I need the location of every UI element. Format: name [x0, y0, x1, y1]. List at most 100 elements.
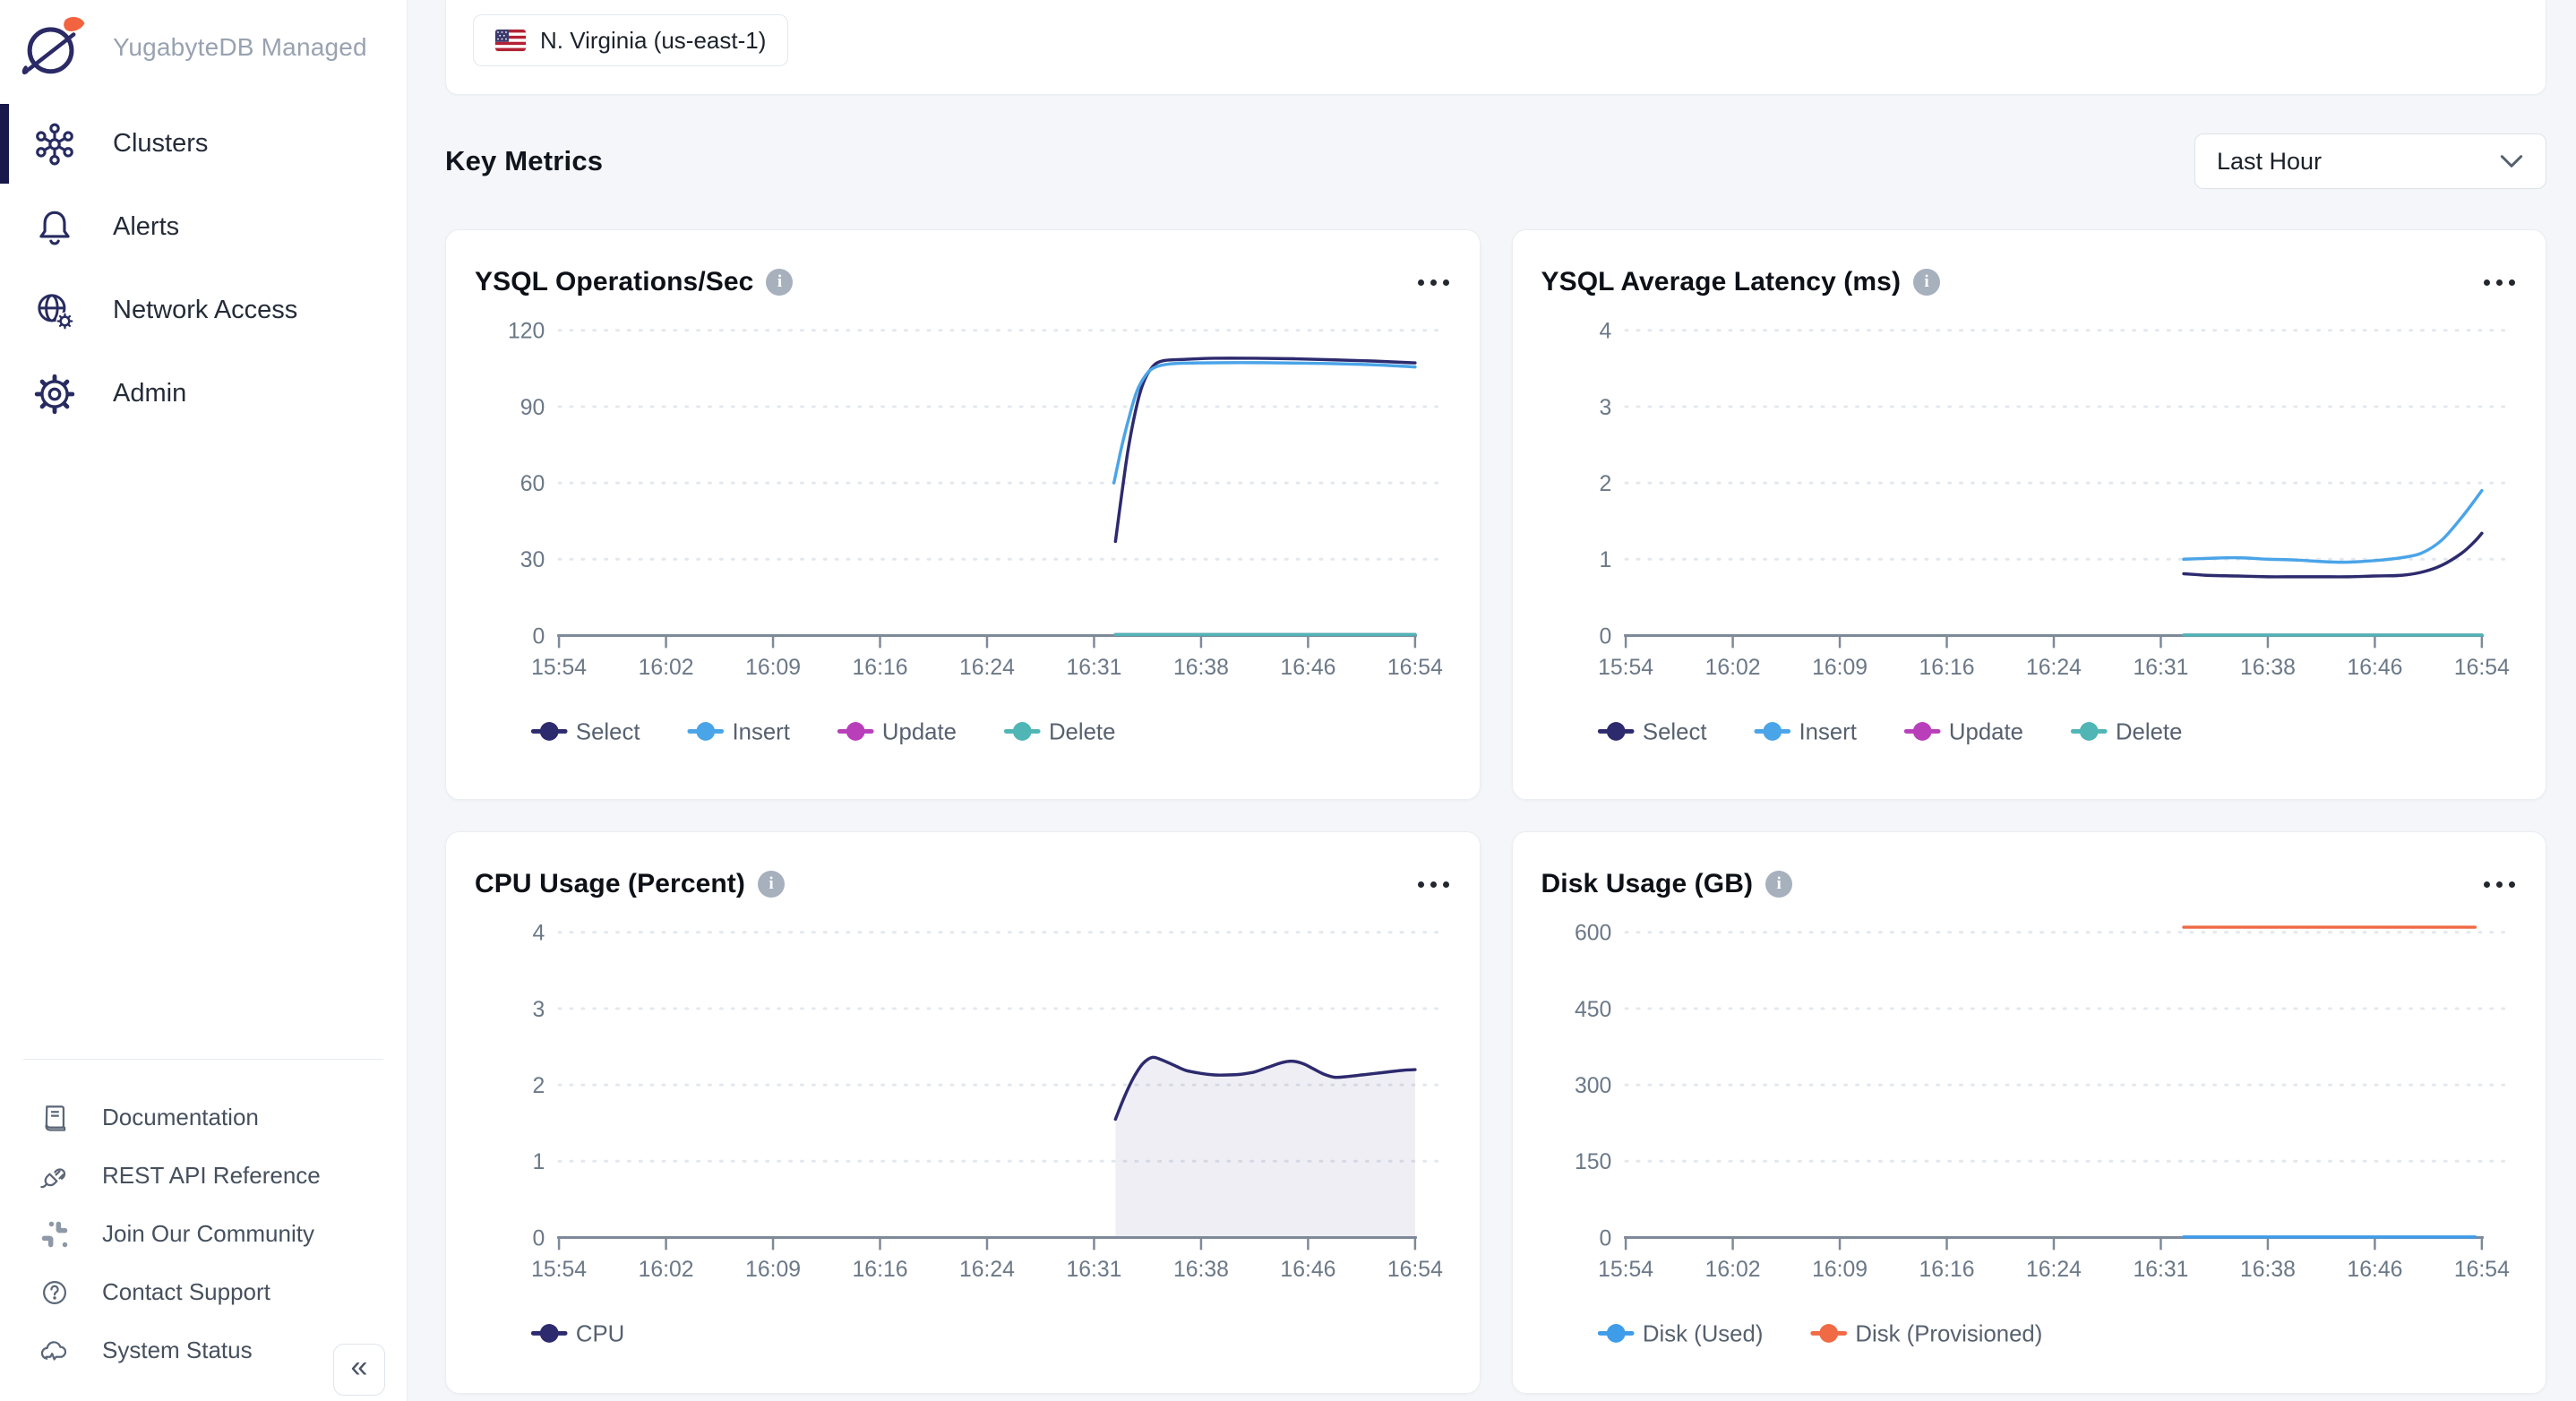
sidebar-item-alerts[interactable]: Alerts: [0, 185, 407, 269]
legend-marker-dot: [1013, 722, 1032, 741]
chart-card-disk-usage: Disk Usage (GB) i 015030045060015:5416:0…: [1512, 831, 2547, 1394]
chart-svg: 0123415:5416:0216:0916:1616:2416:3116:38…: [475, 909, 1451, 1371]
series-line-select: [2184, 533, 2482, 577]
region-chip[interactable]: N. Virginia (us-east-1): [473, 14, 788, 66]
brand-logo-row: YugabyteDB Managed: [0, 0, 407, 95]
x-tick-label: 16:09: [1812, 1258, 1868, 1282]
legend-label: Update: [882, 719, 957, 744]
x-tick-label: 16:02: [1704, 1258, 1760, 1282]
chart-menu-button[interactable]: [1416, 271, 1451, 295]
info-icon[interactable]: i: [758, 871, 785, 898]
x-tick-label: 16:16: [1919, 1258, 1974, 1282]
x-tick-label: 16:38: [2239, 1258, 2295, 1282]
info-icon[interactable]: i: [1913, 269, 1940, 296]
y-tick-label: 60: [520, 472, 545, 496]
x-tick-label: 16:24: [2026, 1258, 2082, 1282]
legend-item-disk-provisioned-: Disk (Provisioned): [1812, 1321, 2041, 1346]
time-range-value: Last Hour: [2217, 148, 2322, 176]
cloud-status-icon: [38, 1334, 72, 1368]
sidebar-item-clusters[interactable]: Clusters: [0, 102, 407, 185]
x-tick-label: 16:38: [1173, 656, 1229, 680]
chart-canvas: 0123415:5416:0216:0916:1616:2416:3116:38…: [1541, 307, 2518, 769]
page-title: Key Metrics: [445, 145, 603, 177]
sidebar-item-admin[interactable]: Admin: [0, 352, 407, 435]
sidebar-item-contact-support[interactable]: Contact Support: [0, 1263, 407, 1321]
sidebar-item-label: Admin: [113, 379, 186, 408]
legend-item-insert: Insert: [690, 719, 790, 744]
x-tick-label: 16:54: [2453, 656, 2509, 680]
chart-card-header: CPU Usage (Percent) i: [475, 859, 1451, 909]
sidebar-item-label: Clusters: [113, 129, 208, 159]
area-fill: [1115, 1057, 1415, 1237]
sidebar-item-label: Alerts: [113, 212, 179, 242]
legend-marker-dot: [540, 722, 559, 741]
legend-item-update: Update: [1906, 719, 2023, 744]
us-flag-icon: [495, 30, 526, 51]
x-tick-label: 16:38: [1173, 1258, 1229, 1282]
chart-card-cpu-usage: CPU Usage (Percent) i 0123415:5416:0216:…: [445, 831, 1481, 1394]
series-line-select: [1115, 358, 1415, 542]
globe-gear-icon: [32, 288, 77, 333]
legend-item-select: Select: [1600, 719, 1706, 744]
legend-label: Select: [576, 719, 640, 744]
legend-label: Insert: [1799, 719, 1856, 744]
y-tick-label: 1: [532, 1150, 545, 1174]
legend-item-disk-used-: Disk (Used): [1600, 1321, 1763, 1346]
info-icon[interactable]: i: [1765, 871, 1792, 898]
sidebar-divider: [23, 1059, 383, 1060]
sidebar-collapse-button[interactable]: «: [333, 1344, 385, 1396]
brand-name: YugabyteDB Managed: [113, 33, 367, 62]
x-tick-label: 16:24: [959, 1258, 1015, 1282]
y-tick-label: 4: [532, 922, 545, 946]
legend-label: Select: [1642, 719, 1706, 744]
x-tick-label: 16:46: [1280, 656, 1335, 680]
chart-menu-button[interactable]: [2482, 271, 2517, 295]
chart-card-ysql-operations: YSQL Operations/Sec i 030609012015:5416:…: [445, 229, 1481, 800]
time-range-select[interactable]: Last Hour: [2194, 133, 2546, 189]
legend-label: Insert: [733, 719, 790, 744]
sidebar-item-label: REST API Reference: [102, 1162, 321, 1190]
sidebar-nav: Clusters Alerts: [0, 102, 407, 435]
y-tick-label: 0: [532, 1226, 545, 1251]
x-tick-label: 16:24: [959, 656, 1015, 680]
y-tick-label: 3: [532, 998, 545, 1022]
y-tick-label: 2: [532, 1074, 545, 1098]
legend-marker-dot: [540, 1324, 559, 1343]
legend-marker-dot: [1606, 722, 1625, 741]
y-tick-label: 600: [1574, 922, 1610, 946]
legend-marker-dot: [1819, 1324, 1838, 1343]
y-tick-label: 90: [520, 396, 545, 420]
legend-item-select: Select: [533, 719, 640, 744]
charts-grid: YSQL Operations/Sec i 030609012015:5416:…: [445, 229, 2546, 1394]
x-tick-label: 16:54: [1387, 656, 1443, 680]
y-tick-label: 3: [1599, 396, 1611, 420]
chart-menu-button[interactable]: [1416, 872, 1451, 897]
chart-menu-button[interactable]: [2482, 872, 2517, 897]
sidebar-item-join-our-community[interactable]: Join Our Community: [0, 1205, 407, 1263]
x-tick-label: 15:54: [531, 656, 587, 680]
legend-label: Delete: [2115, 719, 2181, 744]
legend-marker-dot: [2079, 722, 2098, 741]
legend-marker-dot: [1912, 722, 1931, 741]
x-tick-label: 16:16: [1919, 656, 1974, 680]
sidebar-item-rest-api-reference[interactable]: REST API Reference: [0, 1147, 407, 1205]
x-tick-label: 16:02: [1704, 656, 1760, 680]
x-tick-label: 16:46: [2347, 656, 2402, 680]
info-icon[interactable]: i: [766, 269, 793, 296]
collapse-chevrons-icon: «: [351, 1352, 368, 1382]
sidebar-item-label: System Status: [102, 1337, 253, 1364]
y-tick-label: 0: [1599, 1226, 1611, 1251]
sidebar-item-network-access[interactable]: Network Access: [0, 269, 407, 352]
x-tick-label: 15:54: [1598, 656, 1653, 680]
metrics-header: Key Metrics Last Hour: [445, 133, 2546, 190]
chart-title: YSQL Operations/Sec: [475, 267, 753, 297]
sidebar-item-documentation[interactable]: Documentation: [0, 1088, 407, 1147]
legend-item-delete: Delete: [1006, 719, 1115, 744]
x-tick-label: 16:16: [853, 656, 908, 680]
y-tick-label: 450: [1574, 998, 1610, 1022]
chart-title: CPU Usage (Percent): [475, 869, 745, 899]
legend-item-cpu: CPU: [533, 1321, 624, 1346]
sidebar: YugabyteDB Managed Clusters: [0, 0, 408, 1401]
x-tick-label: 16:16: [853, 1258, 908, 1282]
x-tick-label: 16:46: [1280, 1258, 1335, 1282]
